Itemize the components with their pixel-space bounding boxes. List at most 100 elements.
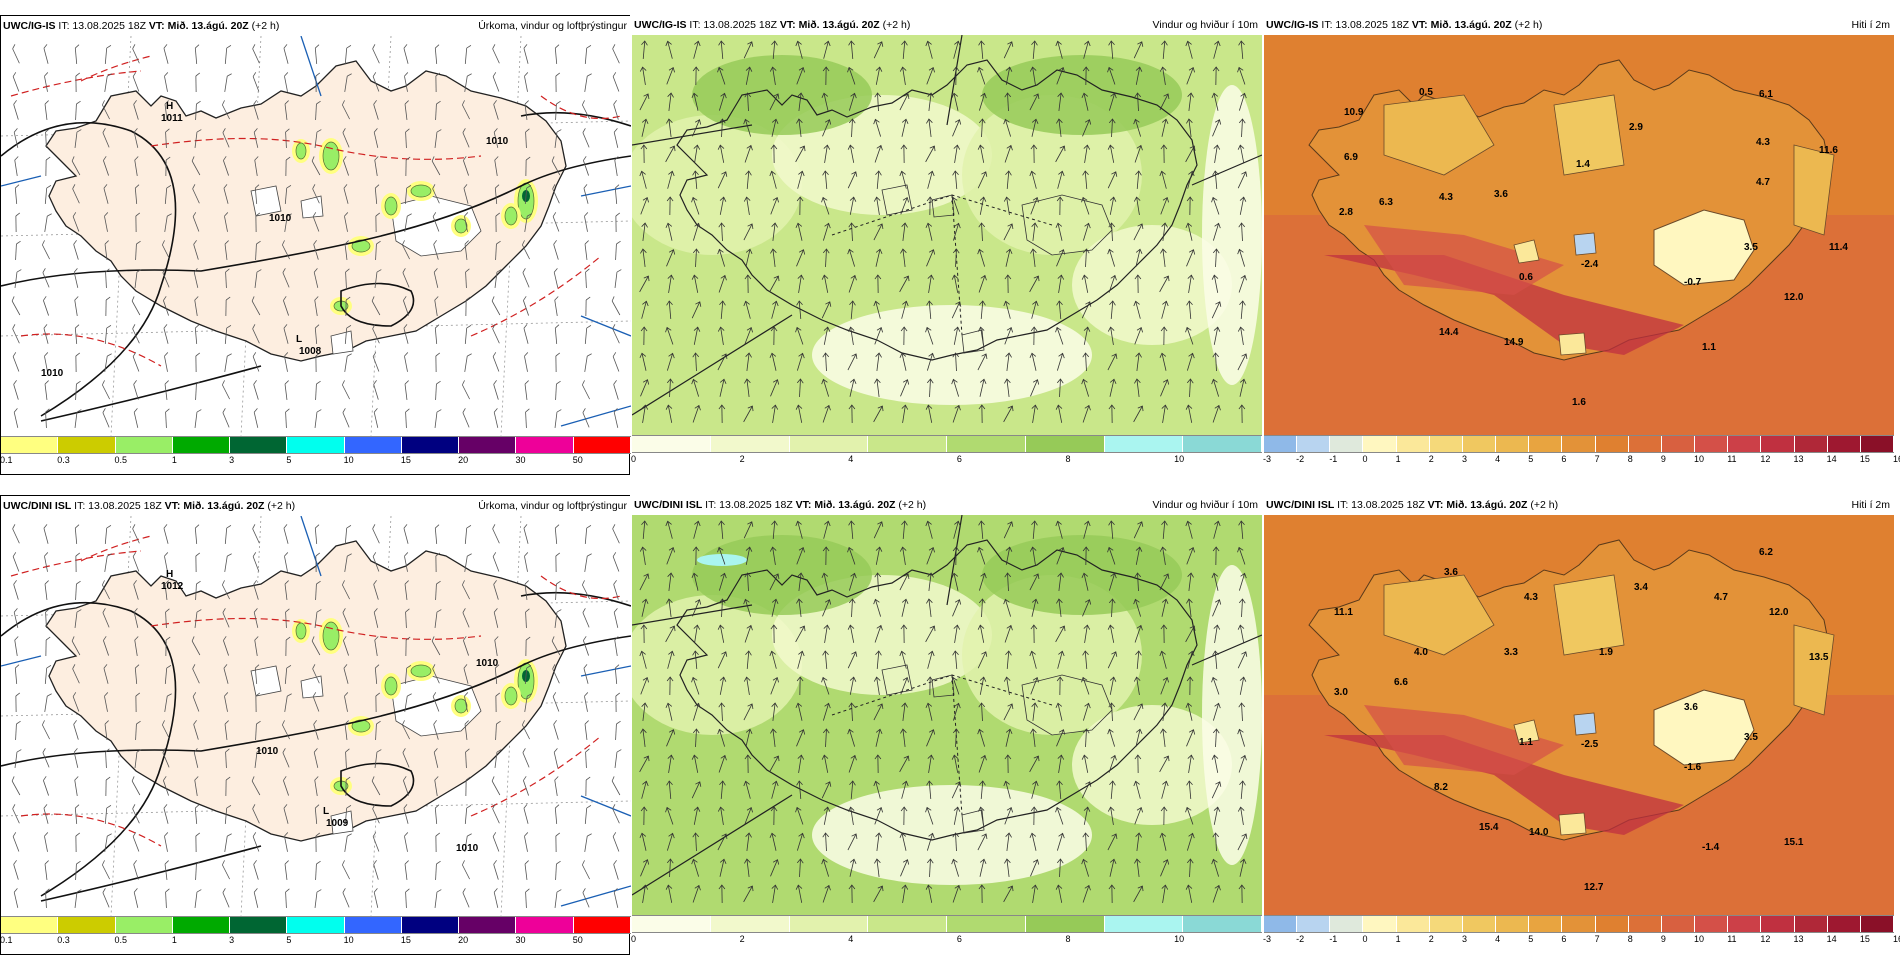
init-time: IT: 13.08.2025 18Z xyxy=(689,19,777,31)
colorbar-swatch xyxy=(711,436,790,452)
temperature-value: -1.6 xyxy=(1684,762,1702,773)
valid-time: Mið. 13.ágú. 20Z xyxy=(168,20,249,32)
temperature-value: 3.6 xyxy=(1444,567,1458,578)
precip-area xyxy=(505,687,517,705)
colorbar-swatch xyxy=(345,437,402,453)
colorbar-swatch xyxy=(1363,436,1396,452)
colorbar-swatch xyxy=(1,917,58,933)
colorbar-swatch xyxy=(1562,916,1595,932)
colorbar-swatch xyxy=(1629,916,1662,932)
panel-precip-bottom: UWC/DINI ISL IT: 13.08.2025 18Z VT: Mið.… xyxy=(0,495,630,955)
product-name: Úrkoma, vindur og loftþrýstingur xyxy=(478,496,627,516)
colorbar-tick-label: 1 xyxy=(1396,934,1401,944)
colorbar-tick-label: 0.5 xyxy=(115,935,128,945)
high-pressure-marker: H xyxy=(166,101,173,112)
model-name: UWC/IG-IS xyxy=(634,19,687,31)
colorbar-swatch xyxy=(1861,916,1894,932)
colorbar-tick-label: 4 xyxy=(1495,934,1500,944)
colorbar-swatch xyxy=(1695,436,1728,452)
panel-header: UWC/IG-IS IT: 13.08.2025 18Z VT: Mið. 13… xyxy=(1264,15,1894,35)
temperature-value: 4.7 xyxy=(1756,177,1770,188)
colorbar-tick-label: 30 xyxy=(515,455,525,465)
colorbar-tick-label: 3 xyxy=(1462,454,1467,464)
colorbar-swatches xyxy=(632,915,1262,933)
colorbar-tick-label: -2 xyxy=(1296,454,1304,464)
precip-area xyxy=(296,143,306,159)
wind-speed-patch xyxy=(1202,565,1262,865)
map-canvas xyxy=(632,515,1262,915)
colorbar-tick-label: 20 xyxy=(458,935,468,945)
colorbar-tick-label: 0.3 xyxy=(57,935,70,945)
temperature-value: 12.0 xyxy=(1784,292,1804,303)
colorbar-tick-label: 10 xyxy=(344,935,354,945)
colorbar-swatch xyxy=(58,917,115,933)
panel-header: UWC/DINI ISL IT: 13.08.2025 18Z VT: Mið.… xyxy=(632,495,1262,515)
panel-header: UWC/DINI ISL IT: 13.08.2025 18Z VT: Mið.… xyxy=(1264,495,1894,515)
temperature-value: 14.0 xyxy=(1529,827,1549,838)
init-time: IT: 13.08.2025 18Z xyxy=(58,20,146,32)
glacier-hofsjokull xyxy=(1574,233,1596,255)
temperature-value: 10.9 xyxy=(1344,107,1364,118)
valid-time: Mið. 13.ágú. 20Z xyxy=(814,499,895,511)
precip-area xyxy=(385,197,397,215)
colorbar-tick-label: 2 xyxy=(1429,934,1434,944)
temp-colorbar: -3-2-1012345678910111213141516 xyxy=(1264,915,1894,947)
colorbar-tick-label: 30 xyxy=(515,935,525,945)
temperature-value: -1.4 xyxy=(1702,842,1720,853)
lead-time: (+2 h) xyxy=(883,19,911,31)
lead-time: (+2 h) xyxy=(252,20,280,32)
colorbar-swatch xyxy=(1330,436,1363,452)
wind-map[interactable] xyxy=(632,515,1262,915)
temperature-value: 1.4 xyxy=(1576,159,1590,170)
colorbar-swatch xyxy=(1297,436,1330,452)
panel-temp-bottom: UWC/DINI ISL IT: 13.08.2025 18Z VT: Mið.… xyxy=(1264,495,1894,955)
colorbar-tick-label: 0 xyxy=(631,934,636,944)
colorbar-swatch xyxy=(459,437,516,453)
colorbar-tick-label: 2 xyxy=(1429,454,1434,464)
glacier-myrdalsjokull xyxy=(1559,333,1586,355)
temperature-value: 13.5 xyxy=(1809,652,1829,663)
lead-time: (+2 h) xyxy=(267,500,295,512)
colorbar-tick-label: 7 xyxy=(1595,454,1600,464)
pressure-label: 1010 xyxy=(476,658,499,669)
model-name: UWC/DINI ISL xyxy=(634,499,702,511)
colorbar-swatch xyxy=(1,437,58,453)
colorbar-tick-label: 11 xyxy=(1727,934,1736,944)
colorbar-tick-label: 0.1 xyxy=(0,935,13,945)
pressure-label: 1010 xyxy=(41,368,64,379)
init-time: IT: 13.08.2025 18Z xyxy=(1321,19,1409,31)
product-name: Vindur og hviður í 10m xyxy=(1153,15,1258,35)
colorbar-tick-label: 8 xyxy=(1065,934,1070,944)
map-canvas xyxy=(632,35,1262,435)
lead-time: (+2 h) xyxy=(1530,499,1558,511)
pressure-label: 1011 xyxy=(161,113,183,124)
colorbar-tick-label: 12 xyxy=(1760,934,1770,944)
colorbar-swatch xyxy=(1430,916,1463,932)
panel-temp-top: UWC/IG-IS IT: 13.08.2025 18Z VT: Mið. 13… xyxy=(1264,15,1894,475)
glacier-myrdalsjokull xyxy=(1559,813,1586,835)
colorbar-swatch xyxy=(1463,916,1496,932)
precip-area xyxy=(296,623,306,639)
wind-map[interactable] xyxy=(632,35,1262,435)
temperature-value: 4.3 xyxy=(1756,137,1770,148)
pressure-label: 1009 xyxy=(326,818,349,829)
temperature-value: -0.7 xyxy=(1684,277,1702,288)
temperature-value: 6.6 xyxy=(1394,677,1408,688)
colorbar-tick-label: 50 xyxy=(573,935,583,945)
temperature-value: 3.6 xyxy=(1684,702,1698,713)
colorbar-tick-label: 50 xyxy=(573,455,583,465)
temperature-value: 6.2 xyxy=(1759,547,1773,558)
colorbar-swatch xyxy=(1330,916,1363,932)
panel-wind-bottom: UWC/DINI ISL IT: 13.08.2025 18Z VT: Mið.… xyxy=(632,495,1262,955)
colorbar-swatch xyxy=(1264,916,1297,932)
colorbar-tick-label: 20 xyxy=(458,455,468,465)
temperature-value: 11.1 xyxy=(1334,607,1353,618)
temperature-value: 4.3 xyxy=(1524,592,1538,603)
colorbar-swatch xyxy=(947,916,1026,932)
colorbar-swatch xyxy=(1397,916,1430,932)
panel-precip-top: UWC/IG-IS IT: 13.08.2025 18Z VT: Mið. 13… xyxy=(0,15,630,475)
